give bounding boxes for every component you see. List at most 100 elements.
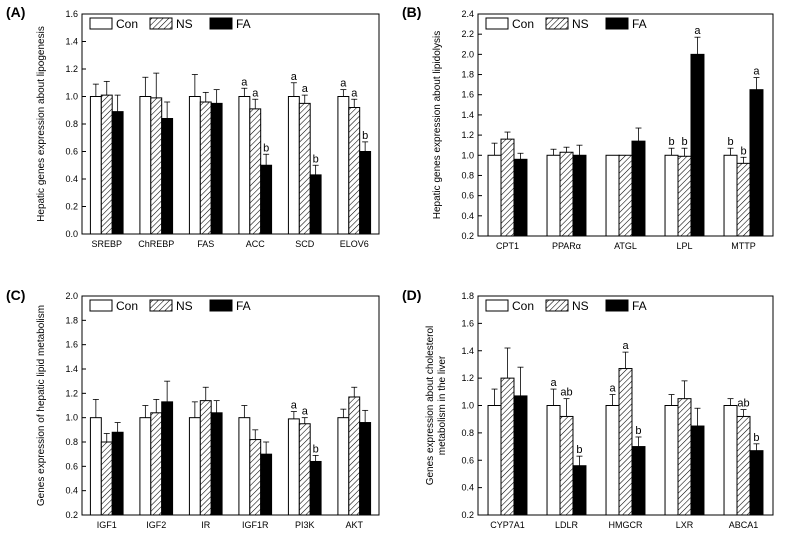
bar [309, 174, 322, 235]
significance-label: a [753, 66, 760, 78]
bar [89, 96, 102, 235]
bar [139, 96, 152, 235]
significance-label: ab [560, 387, 572, 399]
legend-swatch [89, 299, 113, 312]
bar [287, 96, 300, 235]
y-tick-label: 0.8 [65, 119, 78, 129]
significance-label: a [302, 406, 309, 418]
x-tick-label: ELOV6 [340, 239, 369, 249]
bar [309, 460, 322, 516]
bar [723, 154, 738, 237]
x-tick-label: SCD [295, 239, 315, 249]
y-tick-label: 2.4 [461, 9, 474, 19]
x-tick-label: ABCA1 [729, 520, 759, 530]
y-axis-label-line: Genes expression about cholesterol [425, 326, 436, 486]
y-tick-label: 1.4 [65, 364, 78, 374]
y-axis-label: Hepatic genes expression about lipogenes… [36, 26, 47, 222]
significance-label: a [609, 383, 616, 395]
bar [690, 53, 705, 237]
bar [199, 400, 212, 516]
legend-label: NS [176, 17, 193, 31]
bar [161, 401, 174, 516]
bar [210, 412, 223, 516]
bar [161, 118, 174, 235]
legend-label: Con [116, 299, 138, 313]
bar [150, 412, 163, 516]
bar [664, 154, 679, 237]
bar [260, 164, 273, 235]
legend-swatch [485, 17, 509, 30]
bar [559, 151, 574, 237]
bar [513, 395, 528, 516]
x-tick-label: ChREBP [138, 239, 174, 249]
y-axis-label: Hepatic genes expression about lipidolys… [432, 31, 443, 219]
y-tick-label: 0.8 [65, 437, 78, 447]
significance-label: b [263, 142, 269, 154]
y-tick-label: 0.2 [461, 231, 474, 241]
x-tick-label: IGF1R [242, 520, 269, 530]
legend-swatch [209, 17, 233, 30]
y-tick-label: 1.4 [461, 110, 474, 120]
panel-label: (C) [6, 287, 25, 303]
y-tick-label: 0.6 [65, 147, 78, 157]
y-tick-label: 0.2 [461, 510, 474, 520]
legend-swatch [209, 299, 233, 312]
plot-frame [81, 13, 380, 235]
y-tick-label: 0.6 [461, 455, 474, 465]
bar [188, 417, 201, 516]
y-tick-label: 0.4 [461, 483, 474, 493]
y-tick-label: 0.8 [461, 170, 474, 180]
y-tick-label: 0.8 [461, 428, 474, 438]
y-tick-label: 1.4 [461, 346, 474, 356]
significance-label: a [622, 340, 629, 352]
y-tick-label: 0.2 [65, 202, 78, 212]
panel-label: (B) [402, 4, 421, 20]
y-tick-label: 1.6 [65, 9, 78, 19]
legend-label: FA [236, 17, 251, 31]
bar [111, 431, 124, 516]
x-tick-label: AKT [345, 520, 363, 530]
bar [631, 140, 646, 237]
legend-label: Con [512, 17, 534, 31]
y-tick-label: 1.6 [461, 90, 474, 100]
y-tick-label: 0.0 [65, 229, 78, 239]
y-tick-label: 2.2 [461, 29, 474, 39]
x-tick-label: HMGCR [609, 520, 643, 530]
significance-label: b [681, 136, 687, 148]
x-tick-label: ACC [246, 239, 266, 249]
bar [348, 107, 361, 235]
x-tick-label: LDLR [555, 520, 579, 530]
bar [100, 94, 113, 235]
y-tick-label: 0.4 [65, 174, 78, 184]
bar [749, 89, 764, 237]
bar [111, 111, 124, 235]
bar [287, 418, 300, 516]
bar [572, 154, 587, 237]
y-tick-label: 1.0 [461, 401, 474, 411]
significance-label: a [291, 71, 298, 83]
significance-label: a [302, 83, 309, 95]
y-tick-label: 1.2 [65, 388, 78, 398]
bar [359, 151, 372, 235]
significance-label: b [668, 136, 674, 148]
x-tick-label: ATGL [614, 241, 637, 251]
x-tick-label: FAS [197, 239, 214, 249]
bar [664, 405, 679, 516]
y-tick-label: 0.6 [461, 191, 474, 201]
y-tick-label: 1.0 [461, 150, 474, 160]
y-tick-label: 2.0 [461, 49, 474, 59]
significance-label: b [576, 444, 582, 456]
bar [546, 154, 561, 237]
significance-label: a [252, 87, 259, 99]
x-tick-label: CPT1 [496, 241, 519, 251]
y-tick-label: 1.2 [461, 373, 474, 383]
bar [500, 377, 515, 516]
x-tick-label: SREBP [91, 239, 122, 249]
significance-label: b [753, 432, 759, 444]
bar [199, 101, 212, 235]
y-tick-label: 1.2 [461, 130, 474, 140]
significance-label: b [740, 145, 746, 157]
legend-label: NS [572, 299, 589, 313]
